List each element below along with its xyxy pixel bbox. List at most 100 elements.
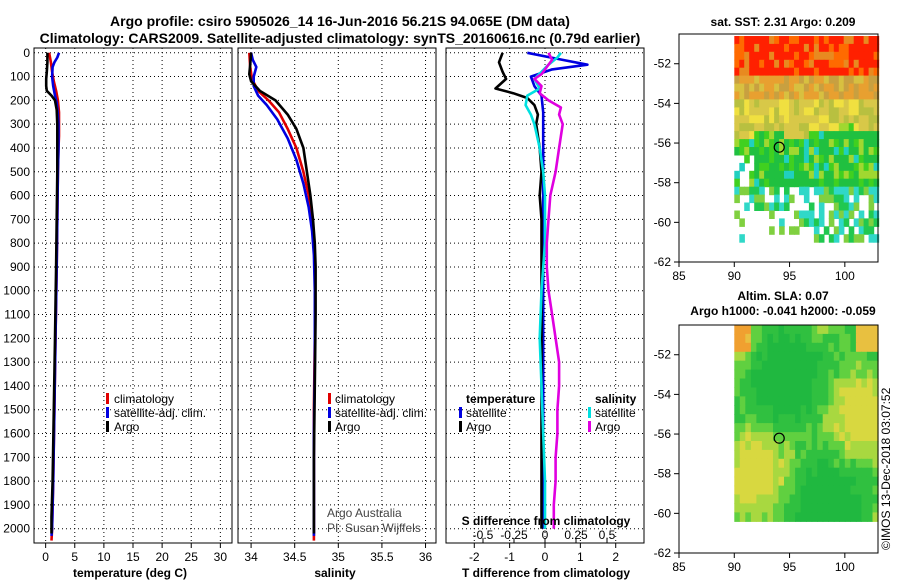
sla-cell xyxy=(872,467,879,478)
sst-cell xyxy=(774,194,780,204)
sst-cell xyxy=(769,210,775,219)
sst-cell xyxy=(848,107,855,116)
sst-cell xyxy=(789,75,795,85)
sla-cell xyxy=(745,449,752,460)
sst-cell xyxy=(749,83,755,93)
sst-cell xyxy=(769,178,775,188)
sst-cell xyxy=(828,59,835,69)
sla-cell xyxy=(850,494,857,504)
sst-cell xyxy=(779,59,785,69)
sst-cell xyxy=(873,75,880,85)
sst-cell xyxy=(794,226,800,235)
sla-cell xyxy=(828,476,835,487)
sst-cell xyxy=(739,75,745,85)
sla-cell xyxy=(806,325,813,335)
sst-cell xyxy=(803,99,810,108)
sla-cell xyxy=(756,351,763,362)
sst-cell xyxy=(848,202,855,211)
sla-cell xyxy=(773,476,780,487)
sst-cell xyxy=(828,67,835,77)
sla-cell xyxy=(806,441,813,451)
sst-cell xyxy=(759,91,765,100)
sla-cell xyxy=(789,369,796,380)
sla-cell xyxy=(739,360,746,371)
sst-cell xyxy=(848,83,855,93)
sst-cell xyxy=(784,67,790,77)
sst-cell xyxy=(784,99,790,108)
sla-cell xyxy=(811,396,818,406)
sst-cell xyxy=(739,147,745,156)
sst-cell xyxy=(838,59,845,69)
sst-cell xyxy=(759,107,765,116)
sst-cell xyxy=(774,154,780,164)
sst-cell xyxy=(734,131,740,140)
sst-map-panel: sat. SST: 2.31 Argo: 0.209 85 90 95 100 -52 -… xyxy=(654,15,880,283)
sla-cell xyxy=(739,342,746,353)
sla-cell xyxy=(756,378,763,388)
x-tick-label: 25 xyxy=(185,550,199,564)
sst-cell xyxy=(759,186,765,196)
sst-cell xyxy=(873,51,880,61)
sst-cell xyxy=(744,131,750,140)
sst-cell xyxy=(754,59,760,69)
sst-cell xyxy=(749,115,755,124)
sla-cell xyxy=(767,405,774,415)
sst-cell xyxy=(833,194,840,204)
sst-cell xyxy=(843,218,850,227)
sst-cell xyxy=(843,83,850,93)
sst-cell xyxy=(769,107,775,116)
sst-cell xyxy=(863,83,870,93)
sst-cell xyxy=(863,91,870,100)
sla-cell xyxy=(773,494,780,504)
s-diff-tick-label: 0 xyxy=(542,528,549,542)
sla-cell xyxy=(861,396,868,406)
sst-cell xyxy=(759,36,765,45)
sst-cell xyxy=(863,107,870,116)
sst-cell xyxy=(853,147,860,156)
sla-cell xyxy=(806,467,813,478)
sst-cell xyxy=(764,107,770,116)
sst-cell xyxy=(734,67,740,77)
legend-label-argo: Argo xyxy=(335,420,361,434)
sla-cell xyxy=(795,512,802,522)
sst-cell xyxy=(754,75,760,85)
sst-cell xyxy=(789,43,795,53)
legend-label-s-satellite: satellite xyxy=(595,406,636,420)
sla-cell xyxy=(866,476,873,487)
sst-cell xyxy=(868,194,875,204)
sst-cell xyxy=(749,99,755,108)
sst-cell xyxy=(818,178,825,188)
sst-cell xyxy=(833,51,840,61)
sla-cell xyxy=(745,325,752,335)
sla-cell xyxy=(745,387,752,397)
sst-cell xyxy=(833,162,840,172)
sst-cell xyxy=(803,194,810,204)
sst-cell xyxy=(734,99,740,108)
sla-cell xyxy=(861,441,868,451)
sla-cell xyxy=(789,423,796,433)
sla-cell xyxy=(795,503,802,513)
sla-cell xyxy=(806,512,813,522)
sla-cell xyxy=(844,414,851,424)
sla-cell xyxy=(828,369,835,380)
sla-cell xyxy=(761,441,768,451)
sst-cell xyxy=(749,123,755,132)
sla-cell xyxy=(773,342,780,353)
map-y-tick-label: -54 xyxy=(654,387,672,401)
sla-cell xyxy=(734,405,741,415)
map-x-tick-label: 85 xyxy=(672,269,686,283)
sla-cell xyxy=(811,494,818,504)
sst-cell xyxy=(803,75,810,85)
sst-cell xyxy=(863,59,870,69)
sst-cell xyxy=(799,75,805,85)
sst-cell xyxy=(759,178,765,188)
x-tick-label: 35.5 xyxy=(370,550,394,564)
sst-cell xyxy=(739,131,745,140)
sst-cell xyxy=(769,36,775,45)
sst-cell xyxy=(818,99,825,108)
sla-cell xyxy=(822,405,829,415)
sst-cell xyxy=(739,51,745,61)
sst-cell xyxy=(818,210,825,219)
sla-cell xyxy=(789,467,796,478)
salinity-difference-ticks: -0.5 -0.25 0 0.25 0.5 xyxy=(473,528,616,543)
